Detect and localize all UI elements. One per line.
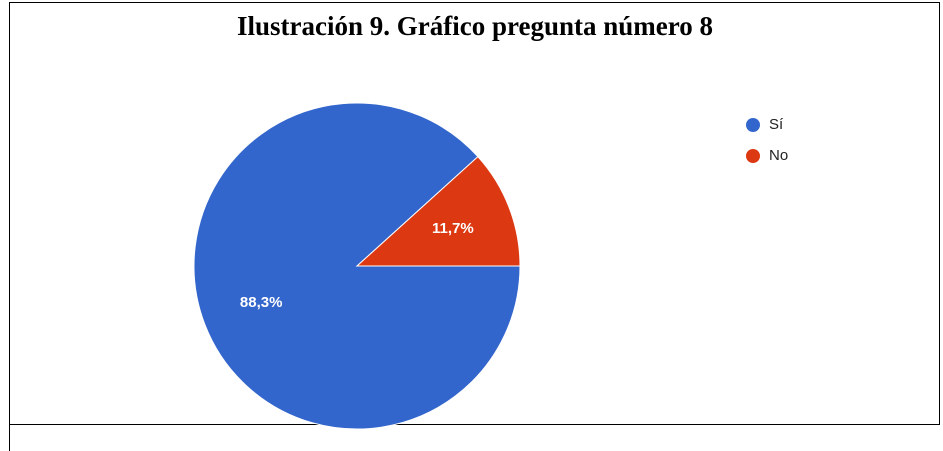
slice-label: 88,3% xyxy=(240,294,283,311)
legend-swatch xyxy=(746,149,760,163)
legend-label: No xyxy=(769,147,788,164)
legend-label: Sí xyxy=(769,116,784,133)
slice-label: 11,7% xyxy=(432,220,474,237)
pie-slice xyxy=(355,155,521,267)
chart-title: Ilustración 9. Gráfico pregunta número 8 xyxy=(237,11,713,41)
legend-swatch xyxy=(746,118,760,132)
frame xyxy=(9,2,940,425)
